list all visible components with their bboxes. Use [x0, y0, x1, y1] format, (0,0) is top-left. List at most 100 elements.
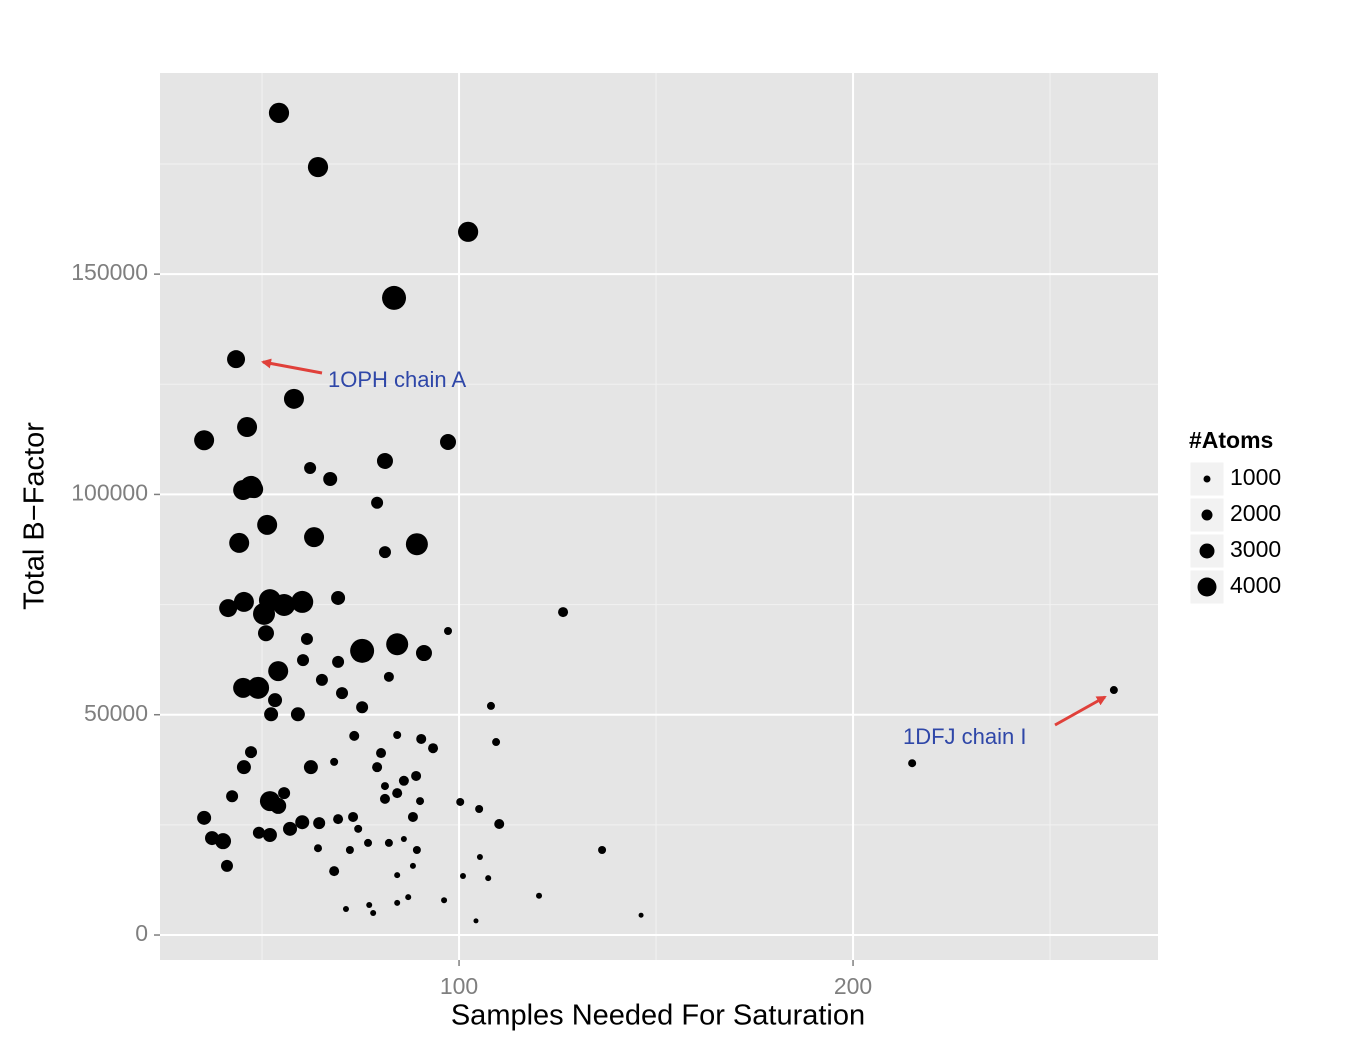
point [428, 743, 439, 754]
point [371, 496, 384, 509]
legend-point [1203, 475, 1211, 483]
point [253, 602, 276, 625]
annotation: 1DFJ chain I [903, 724, 1027, 749]
legend-point [1197, 577, 1217, 597]
point [303, 760, 318, 775]
legend-label: 2000 [1230, 500, 1281, 526]
point [382, 285, 407, 310]
point [354, 824, 363, 833]
point [458, 221, 479, 242]
point [233, 677, 254, 698]
point [376, 452, 393, 469]
point [307, 156, 329, 178]
point [394, 899, 401, 906]
annotation-arrow [261, 358, 323, 375]
annotation: 1OPH chain A [328, 367, 467, 392]
point [558, 607, 569, 618]
point [283, 821, 298, 836]
x-tick-label: 200 [834, 973, 872, 999]
point [333, 814, 344, 825]
point [264, 707, 279, 722]
point [492, 738, 501, 747]
point [233, 591, 254, 612]
point [378, 546, 391, 559]
point [536, 892, 543, 899]
legend-point [1199, 543, 1215, 559]
point [348, 811, 359, 822]
point [194, 430, 215, 451]
x-axis-label: Samples Needed For Saturation [451, 1000, 865, 1032]
point [323, 472, 338, 487]
point [290, 707, 305, 722]
point [416, 797, 425, 806]
legend-label: 1000 [1230, 464, 1281, 490]
point [416, 733, 427, 744]
point [494, 818, 505, 829]
y-tick-label: 0 [135, 920, 148, 946]
point [456, 797, 465, 806]
point [379, 793, 390, 804]
point [1109, 686, 1118, 695]
point [331, 590, 346, 605]
point [229, 532, 250, 553]
y-axis-label: Total B−Factor [19, 422, 51, 610]
point [376, 748, 387, 759]
point [262, 828, 277, 843]
point [220, 859, 233, 872]
point [415, 645, 432, 662]
point [268, 693, 283, 708]
point [332, 655, 345, 668]
legend-label: 3000 [1230, 536, 1281, 562]
point [300, 632, 313, 645]
panel [160, 73, 1158, 960]
point [370, 909, 377, 916]
point [393, 730, 402, 739]
point [411, 770, 422, 781]
point [405, 533, 428, 556]
point [313, 844, 322, 853]
point [283, 388, 304, 409]
point [409, 862, 416, 869]
point [908, 759, 917, 768]
y-tick-label: 150000 [71, 259, 148, 285]
point [273, 594, 296, 617]
point [372, 762, 383, 773]
point [268, 661, 289, 682]
point [330, 757, 339, 766]
point [345, 845, 354, 854]
point [304, 527, 325, 548]
legend-key [1189, 569, 1225, 605]
point [297, 654, 310, 667]
point [598, 845, 607, 854]
point [384, 838, 393, 847]
point [336, 687, 349, 700]
point [476, 854, 483, 861]
point [304, 461, 317, 474]
point [473, 918, 479, 924]
point [245, 746, 258, 759]
point [236, 760, 251, 775]
point [638, 912, 644, 918]
point [278, 787, 291, 800]
point [412, 845, 421, 854]
point [350, 638, 375, 663]
point [329, 866, 340, 877]
point [219, 599, 238, 618]
point [380, 782, 389, 791]
y-tick-label: 50000 [84, 700, 148, 726]
point [226, 790, 239, 803]
point [364, 838, 373, 847]
point [237, 417, 258, 438]
point [441, 897, 448, 904]
x-tick-label: 100 [440, 973, 478, 999]
point [295, 815, 310, 830]
point [440, 433, 457, 450]
point [394, 872, 401, 879]
point [245, 480, 264, 499]
point [270, 797, 287, 814]
point [392, 788, 403, 799]
point [197, 810, 212, 825]
point [313, 817, 326, 830]
point [291, 590, 314, 613]
